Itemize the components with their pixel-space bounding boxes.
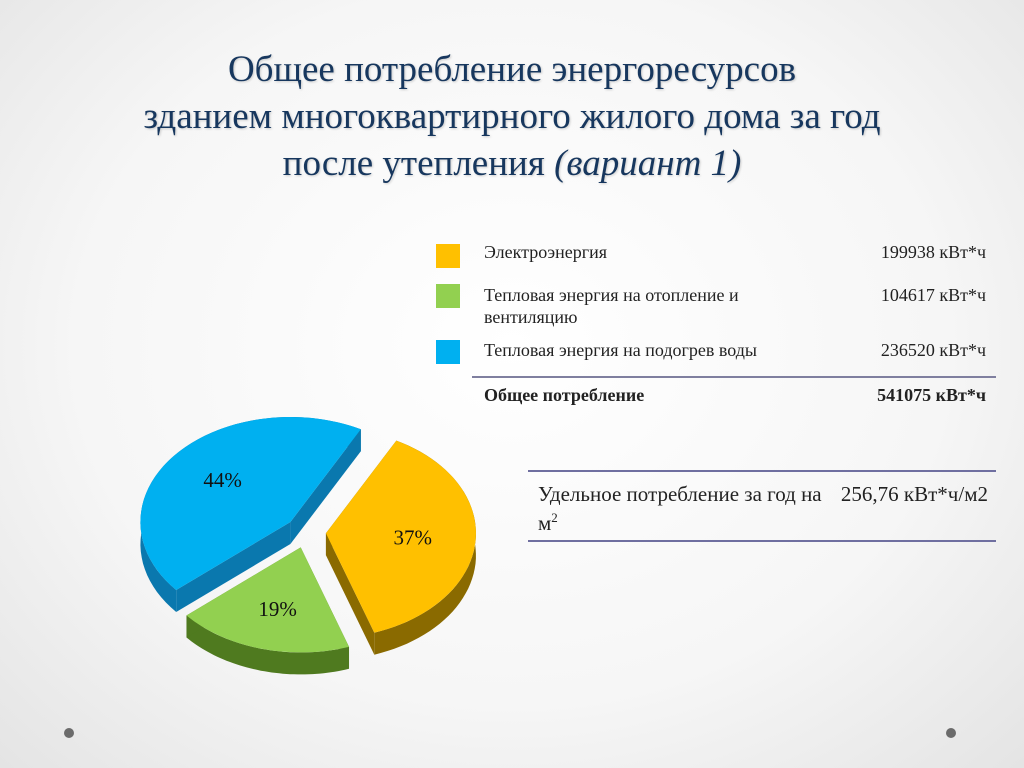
legend-label: Электроэнергия (484, 242, 608, 262)
title-line-2: зданием многоквартирного жилого дома за … (143, 96, 881, 137)
slide-dot-right (946, 728, 956, 738)
specific-consumption-label-sup: 2 (551, 510, 558, 525)
slide-dot-left (64, 728, 74, 738)
legend-value: 199938 кВт*ч (880, 242, 986, 262)
pie-slice-heating (186, 547, 350, 653)
pie-slice-hot-water-edge-end (290, 429, 361, 544)
pie-slice-heating-side (186, 615, 349, 675)
legend-total-value: 541075 кВт*ч (877, 385, 986, 405)
pie-slice-hot-water-edge-start (176, 521, 291, 613)
specific-consumption-box: Удельное потребление за год на м2 256,76… (528, 470, 996, 542)
pie-chart: 37% 19% 44% (140, 416, 476, 675)
title-line-3-italic: (вариант 1) (554, 143, 742, 184)
legend-total-label: Общее потребление (484, 385, 645, 405)
legend-divider (472, 376, 996, 378)
legend-swatch-electricity (436, 244, 460, 268)
specific-consumption-label-text: Удельное потребление за год на м (538, 482, 822, 535)
title-line-3: после утепления (вариант 1) (40, 140, 984, 187)
legend-item-electricity: Электроэнергия 199938 кВт*ч (432, 236, 996, 276)
slide-title: Общее потребление энергоресурсов зданием… (40, 46, 984, 187)
legend-total: Общее потребление 541075 кВт*ч (432, 382, 996, 412)
specific-consumption-label: Удельное потребление за год на м2 (538, 482, 838, 535)
specific-consumption-value: 256,76 кВт*ч/м2 (840, 482, 988, 506)
legend-value: 104617 кВт*ч (880, 285, 986, 305)
legend-item-hot-water: Тепловая энергия на подогрев воды 236520… (432, 334, 996, 374)
legend-swatch-hot-water (436, 340, 460, 364)
legend-value: 236520 кВт*ч (880, 340, 986, 360)
title-line-3-plain: после утепления (282, 143, 545, 184)
pie-slice-hot-water (140, 416, 361, 591)
pie-slice-electricity-label: 37% (393, 526, 432, 550)
legend-item-heating: Тепловая энергия на отопление и вентиляц… (432, 276, 996, 334)
pie-slice-heating-label: 19% (258, 597, 297, 621)
legend-label: Тепловая энергия на отопление и вентиляц… (484, 285, 739, 327)
pie-slice-electricity (325, 440, 476, 633)
legend-swatch-heating (436, 284, 460, 308)
legend-label: Тепловая энергия на подогрев воды (484, 340, 757, 360)
pie-slice-hot-water-label: 44% (203, 468, 242, 492)
pie-slice-electricity-edge-end (325, 533, 375, 655)
title-line-1: Общее потребление энергоресурсов (227, 49, 797, 90)
chart-legend: Электроэнергия 199938 кВт*ч Тепловая эне… (432, 236, 996, 405)
